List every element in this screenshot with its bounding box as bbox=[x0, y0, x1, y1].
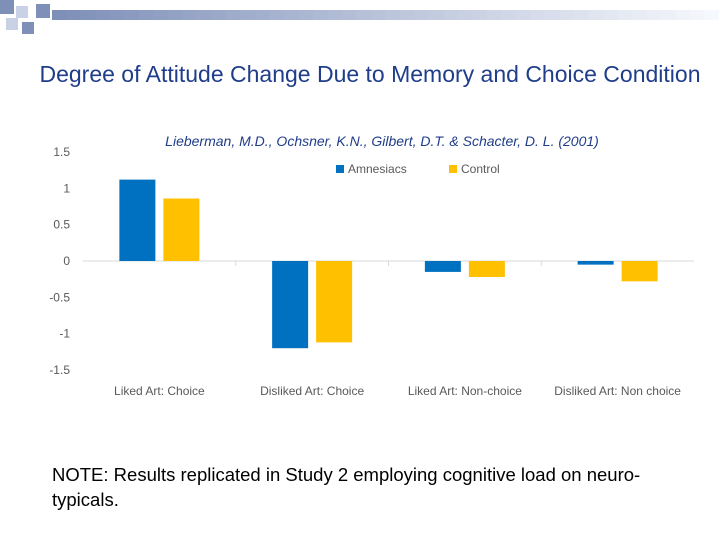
decor-bar-segment bbox=[240, 10, 255, 20]
bar-amnesiacs-3 bbox=[424, 261, 461, 272]
decor-bar-segment bbox=[400, 10, 415, 20]
bar-control-4 bbox=[621, 261, 658, 282]
decor-bar-segment bbox=[443, 10, 458, 20]
y-tick-label: 0.5 bbox=[53, 218, 70, 232]
decor-bar-segment bbox=[530, 10, 545, 20]
decor-bar-segment bbox=[356, 10, 371, 20]
decor-bar-segment bbox=[110, 10, 125, 20]
decor-bar-segment bbox=[226, 10, 241, 20]
x-category-label: Disliked Art: Choice bbox=[260, 384, 364, 398]
decor-bar-segment bbox=[52, 10, 67, 20]
legend-label-control: Control bbox=[461, 162, 500, 176]
decor-bar-segment bbox=[458, 10, 473, 20]
decor-bar-segment bbox=[429, 10, 444, 20]
slide-title: Degree of Attitude Change Due to Memory … bbox=[39, 61, 701, 87]
decor-bar-segment bbox=[124, 10, 139, 20]
decor-bar-segment bbox=[559, 10, 574, 20]
decor-bar-segment bbox=[255, 10, 270, 20]
legend-swatch-control bbox=[449, 165, 457, 173]
decor-bar-segment bbox=[342, 10, 357, 20]
x-category-label: Disliked Art: Non choice bbox=[554, 384, 681, 398]
decor-square bbox=[6, 18, 18, 30]
decor-square bbox=[22, 22, 34, 34]
decor-bar-segment bbox=[603, 10, 618, 20]
x-category-label: Liked Art: Choice bbox=[114, 384, 205, 398]
decor-bar-segment bbox=[153, 10, 168, 20]
decor-bar-segment bbox=[617, 10, 632, 20]
decor-bar-segment bbox=[661, 10, 676, 20]
decor-bar-segment bbox=[95, 10, 110, 20]
bar-control-2 bbox=[316, 261, 353, 343]
decor-square bbox=[0, 0, 14, 14]
bar-control-3 bbox=[468, 261, 505, 277]
y-tick-label: 1.5 bbox=[53, 145, 70, 159]
decor-bar-segment bbox=[66, 10, 81, 20]
decorative-header-bar bbox=[0, 0, 719, 34]
legend-swatch-amnesiacs bbox=[336, 165, 344, 173]
decor-bar-segment bbox=[385, 10, 400, 20]
chart-subtitle: Lieberman, M.D., Ochsner, K.N., Gilbert,… bbox=[165, 133, 599, 149]
bar-amnesiacs-1 bbox=[119, 179, 156, 261]
decor-bar-segment bbox=[516, 10, 531, 20]
y-tick-label: 1 bbox=[63, 181, 70, 195]
decor-bar-segment bbox=[704, 10, 719, 20]
bar-control-1 bbox=[163, 198, 200, 261]
decor-bar-segment bbox=[327, 10, 342, 20]
y-tick-label: -1 bbox=[59, 327, 70, 341]
decor-bar-segment bbox=[414, 10, 429, 20]
decor-bar-segment bbox=[632, 10, 647, 20]
decor-bar-segment bbox=[472, 10, 487, 20]
decor-bar-segment bbox=[574, 10, 589, 20]
decor-bar-segment bbox=[690, 10, 705, 20]
decor-bar-segment bbox=[501, 10, 516, 20]
decor-bar-segment bbox=[675, 10, 690, 20]
footnote: NOTE: Results replicated in Study 2 empl… bbox=[52, 464, 641, 510]
decor-bar-segment bbox=[298, 10, 313, 20]
decor-bar-segment bbox=[588, 10, 603, 20]
decor-square bbox=[36, 4, 50, 18]
y-tick-label: 0 bbox=[63, 254, 70, 268]
decor-bar-segment bbox=[81, 10, 96, 20]
decor-bar-segment bbox=[168, 10, 183, 20]
decor-bar-segment bbox=[211, 10, 226, 20]
bar-amnesiacs-2 bbox=[272, 261, 309, 349]
decor-bar-segment bbox=[371, 10, 386, 20]
decor-bar-segment bbox=[545, 10, 560, 20]
decor-bar-segment bbox=[197, 10, 212, 20]
legend-label-amnesiacs: Amnesiacs bbox=[348, 162, 407, 176]
decor-bar-segment bbox=[182, 10, 197, 20]
bar-amnesiacs-4 bbox=[577, 261, 614, 265]
decor-bar-segment bbox=[313, 10, 328, 20]
decor-bar-segment bbox=[139, 10, 154, 20]
decor-bar-segment bbox=[487, 10, 502, 20]
y-tick-label: -1.5 bbox=[49, 363, 70, 377]
decor-bar-segment bbox=[646, 10, 661, 20]
decor-bar-segment bbox=[284, 10, 299, 20]
decor-square bbox=[16, 6, 28, 18]
y-tick-label: -0.5 bbox=[49, 290, 70, 304]
x-category-label: Liked Art: Non-choice bbox=[408, 384, 522, 398]
decor-bar-segment bbox=[269, 10, 284, 20]
